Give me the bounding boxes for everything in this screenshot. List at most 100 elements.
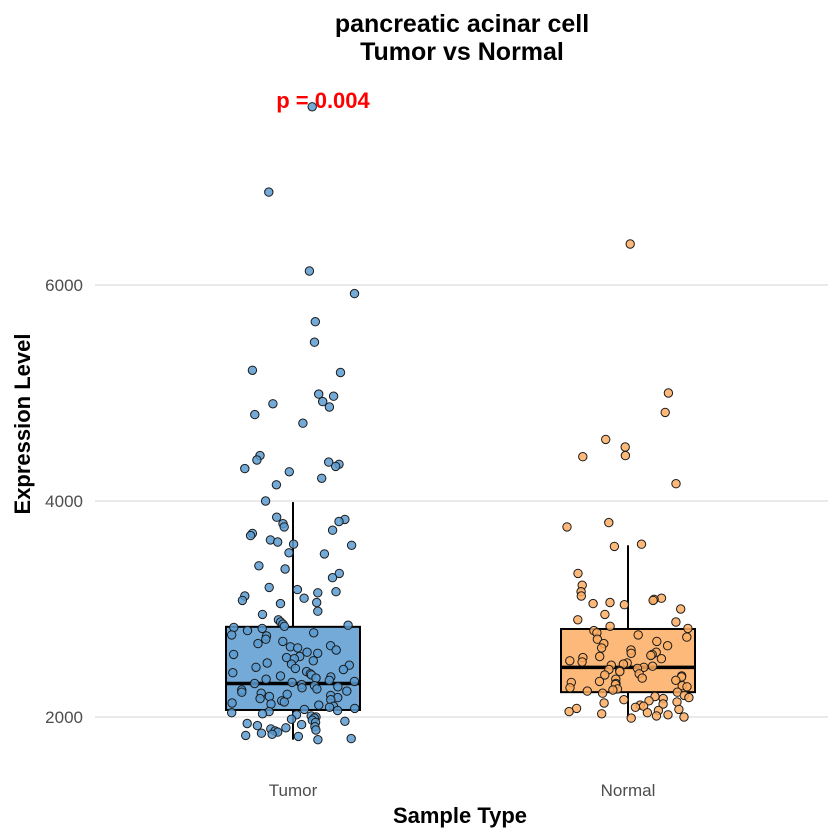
data-point-tumor-5 — [309, 337, 320, 347]
data-point-tumor-3 — [349, 288, 360, 299]
jitter-points — [227, 102, 694, 745]
data-point-normal-30 — [633, 630, 643, 640]
data-point-tumor-23 — [271, 480, 282, 490]
data-point-normal-91 — [642, 708, 653, 718]
data-point-normal-5 — [620, 450, 631, 461]
data-point-tumor-66 — [278, 636, 288, 647]
data-point-tumor-108 — [264, 691, 275, 702]
data-point-tumor-129 — [286, 714, 297, 724]
data-point-normal-77 — [684, 692, 694, 703]
data-point-normal-41 — [646, 650, 656, 661]
data-point-tumor-78 — [308, 656, 318, 666]
data-point-tumor-116 — [314, 700, 324, 710]
data-point-tumor-39 — [254, 561, 264, 571]
data-point-normal-68 — [682, 682, 692, 692]
data-point-normal-8 — [604, 517, 614, 528]
data-point-tumor-96 — [249, 678, 260, 689]
data-point-normal-92 — [597, 709, 607, 719]
data-point-tumor-113 — [279, 697, 289, 707]
box-tumor — [225, 502, 361, 740]
data-point-tumor-104 — [237, 687, 247, 697]
data-point-normal-4 — [620, 442, 630, 452]
data-point-tumor-86 — [228, 668, 238, 678]
data-point-normal-86 — [630, 702, 641, 712]
data-point-normal-36 — [596, 643, 607, 653]
data-point-tumor-48 — [299, 593, 309, 603]
data-point-tumor-71 — [331, 645, 341, 655]
data-point-normal-39 — [626, 648, 636, 658]
data-point-tumor-110 — [255, 693, 265, 704]
data-point-tumor-12 — [324, 402, 335, 412]
data-point-tumor-120 — [299, 704, 310, 715]
data-point-normal-23 — [600, 609, 610, 620]
data-point-normal-20 — [588, 598, 598, 609]
data-point-tumor-10 — [318, 396, 328, 407]
axis-ticks: 2000 4000 6000 Tumor Normal — [45, 276, 655, 800]
chart-subtitle: Tumor vs Normal — [360, 38, 564, 66]
data-point-tumor-44 — [292, 584, 303, 595]
data-point-tumor-74 — [228, 649, 239, 660]
data-point-tumor-24 — [260, 496, 271, 506]
y-tick-label-4000: 4000 — [45, 492, 83, 511]
data-point-tumor-65 — [261, 634, 271, 644]
x-axis-title: Sample Type — [393, 803, 527, 828]
data-point-tumor-124 — [257, 709, 268, 719]
x-tick-label-tumor: Tumor — [269, 781, 318, 800]
data-point-normal-35 — [662, 641, 673, 651]
data-point-tumor-4 — [310, 317, 320, 327]
data-point-normal-1 — [663, 388, 674, 398]
data-point-tumor-40 — [280, 564, 290, 574]
data-point-tumor-101 — [312, 684, 322, 694]
data-point-tumor-20 — [240, 463, 250, 474]
data-point-tumor-92 — [261, 674, 271, 684]
data-point-tumor-46 — [313, 588, 323, 598]
data-point-tumor-70 — [293, 643, 303, 653]
data-point-tumor-22 — [317, 473, 327, 483]
data-point-tumor-73 — [313, 648, 323, 658]
data-point-tumor-144 — [241, 730, 251, 741]
y-axis-title: Expression Level — [10, 334, 35, 515]
data-point-normal-93 — [663, 710, 673, 720]
data-point-tumor-43 — [264, 582, 274, 593]
data-point-normal-0 — [625, 239, 635, 249]
data-point-tumor-145 — [293, 731, 304, 742]
data-point-normal-79 — [619, 695, 629, 705]
data-point-tumor-72 — [302, 647, 312, 657]
data-point-tumor-1 — [264, 187, 274, 197]
data-point-normal-2 — [660, 407, 670, 418]
data-point-normal-55 — [615, 666, 625, 677]
data-point-normal-24 — [573, 615, 583, 625]
data-point-tumor-99 — [333, 682, 343, 692]
data-point-tumor-135 — [252, 720, 263, 731]
data-point-tumor-93 — [324, 675, 334, 685]
data-point-normal-88 — [674, 704, 684, 715]
data-point-tumor-147 — [313, 735, 323, 745]
data-point-tumor-30 — [327, 525, 338, 535]
data-point-tumor-134 — [296, 719, 307, 730]
data-point-tumor-8 — [314, 389, 324, 399]
data-point-tumor-34 — [273, 537, 283, 547]
data-point-tumor-58 — [279, 621, 290, 631]
data-point-normal-95 — [679, 712, 689, 722]
data-point-tumor-146 — [346, 733, 356, 744]
data-point-tumor-2 — [304, 266, 315, 276]
data-point-normal-69 — [565, 683, 575, 693]
data-point-normal-90 — [564, 706, 574, 717]
p-value-annotation: p = 0.004 — [276, 88, 370, 113]
y-tick-label-6000: 6000 — [45, 276, 83, 295]
data-point-tumor-139 — [311, 725, 321, 735]
data-point-tumor-27 — [334, 516, 344, 527]
data-point-tumor-100 — [297, 683, 307, 693]
data-point-tumor-119 — [350, 703, 360, 714]
data-point-normal-94 — [651, 711, 662, 721]
data-point-normal-25 — [671, 617, 681, 627]
data-point-tumor-121 — [332, 705, 343, 716]
data-point-normal-42 — [595, 651, 605, 662]
data-point-tumor-103 — [342, 686, 352, 696]
data-point-tumor-123 — [227, 708, 237, 718]
data-point-normal-27 — [683, 623, 693, 634]
data-point-tumor-16 — [252, 455, 262, 465]
data-point-normal-10 — [636, 539, 647, 549]
data-point-normal-71 — [608, 685, 618, 695]
data-point-tumor-115 — [266, 699, 276, 709]
